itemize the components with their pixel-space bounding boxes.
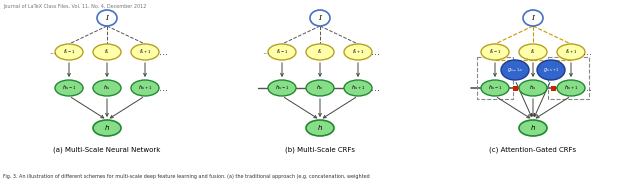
Ellipse shape <box>519 120 547 136</box>
Text: $h$: $h$ <box>317 124 323 132</box>
Text: $h$: $h$ <box>104 124 110 132</box>
Ellipse shape <box>481 80 509 96</box>
Text: Journal of LaTeX Class Files, Vol. 11, No. 4, December 2012: Journal of LaTeX Class Files, Vol. 11, N… <box>3 4 147 9</box>
Text: $f_s$: $f_s$ <box>317 48 323 56</box>
Bar <box>477 57 513 99</box>
Text: $f_{s+1}$: $f_{s+1}$ <box>139 48 152 56</box>
Text: $h_s$: $h_s$ <box>103 84 111 92</box>
Text: (a) Multi-Scale Neural Network: (a) Multi-Scale Neural Network <box>53 147 161 153</box>
Text: ...: ... <box>582 83 591 93</box>
Text: $h$: $h$ <box>530 124 536 132</box>
Text: $h_{s+1}$: $h_{s+1}$ <box>351 84 365 92</box>
Ellipse shape <box>97 10 117 26</box>
Text: (b) Multi-Scale CRFs: (b) Multi-Scale CRFs <box>285 147 355 153</box>
Text: I: I <box>531 14 534 22</box>
Ellipse shape <box>306 120 334 136</box>
Ellipse shape <box>557 80 585 96</box>
Ellipse shape <box>537 60 565 80</box>
Text: $h_s$: $h_s$ <box>529 84 537 92</box>
Ellipse shape <box>93 44 121 60</box>
Ellipse shape <box>93 120 121 136</box>
Ellipse shape <box>306 44 334 60</box>
Text: $f_{s+1}$: $f_{s+1}$ <box>564 48 577 56</box>
Bar <box>550 85 556 90</box>
Ellipse shape <box>131 44 159 60</box>
Text: ...: ... <box>159 47 168 57</box>
Ellipse shape <box>306 80 334 96</box>
Text: $f_{s-1}$: $f_{s-1}$ <box>276 48 289 56</box>
Ellipse shape <box>344 44 372 60</box>
Text: $g_{s-1,s}$: $g_{s-1,s}$ <box>507 66 524 74</box>
Ellipse shape <box>93 80 121 96</box>
Text: $h_{s+1}$: $h_{s+1}$ <box>564 84 578 92</box>
Ellipse shape <box>481 44 509 60</box>
Text: $h_{s-1}$: $h_{s-1}$ <box>62 84 76 92</box>
Text: ...: ... <box>371 47 381 57</box>
Text: ...: ... <box>582 47 591 57</box>
Text: (c) Attention-Gated CRFs: (c) Attention-Gated CRFs <box>490 147 577 153</box>
Text: Fig. 3. An illustration of different schemes for multi-scale deep feature learni: Fig. 3. An illustration of different sch… <box>3 174 370 179</box>
Ellipse shape <box>519 44 547 60</box>
Ellipse shape <box>557 44 585 60</box>
Text: $f_{s-1}$: $f_{s-1}$ <box>63 48 76 56</box>
Text: ...: ... <box>262 48 270 56</box>
Text: $h_{s+1}$: $h_{s+1}$ <box>138 84 152 92</box>
Ellipse shape <box>344 80 372 96</box>
Ellipse shape <box>519 80 547 96</box>
Text: ...: ... <box>159 83 168 93</box>
Text: $h_s$: $h_s$ <box>316 84 324 92</box>
Text: $f_{s+1}$: $f_{s+1}$ <box>351 48 364 56</box>
Ellipse shape <box>55 44 83 60</box>
Text: I: I <box>319 14 321 22</box>
Text: $h_{s-1}$: $h_{s-1}$ <box>488 84 502 92</box>
Bar <box>548 57 589 99</box>
Text: $h_{s-1}$: $h_{s-1}$ <box>275 84 289 92</box>
Text: $f_s$: $f_s$ <box>530 48 536 56</box>
Ellipse shape <box>501 60 529 80</box>
Text: $f_s$: $f_s$ <box>104 48 110 56</box>
Text: I: I <box>106 14 109 22</box>
Text: $g_{s,s+1}$: $g_{s,s+1}$ <box>543 66 559 74</box>
Text: ...: ... <box>371 83 381 93</box>
Ellipse shape <box>268 80 296 96</box>
Ellipse shape <box>268 44 296 60</box>
Bar <box>513 85 518 90</box>
Ellipse shape <box>55 80 83 96</box>
Ellipse shape <box>523 10 543 26</box>
Ellipse shape <box>131 80 159 96</box>
Text: $f_{s-1}$: $f_{s-1}$ <box>488 48 501 56</box>
Ellipse shape <box>310 10 330 26</box>
Text: ...: ... <box>49 48 57 56</box>
